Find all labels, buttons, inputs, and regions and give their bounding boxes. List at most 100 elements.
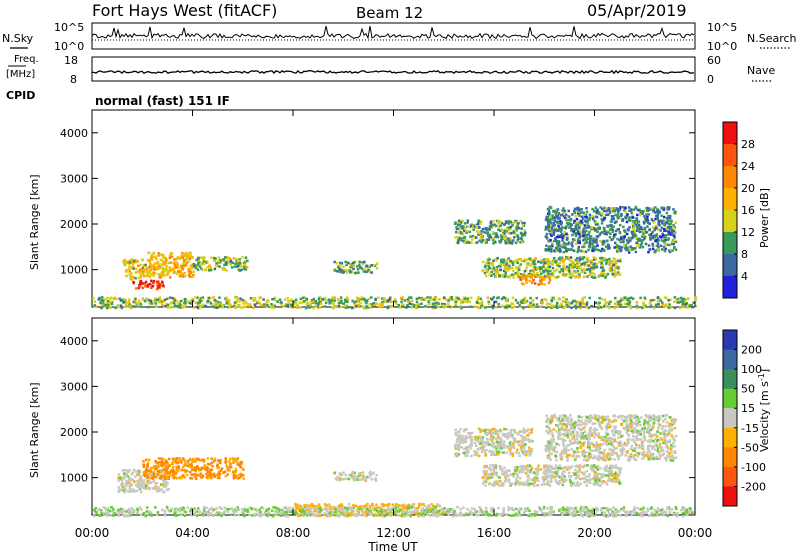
data-cell [558,261,562,265]
data-cell [157,286,160,289]
data-cell [639,211,642,214]
data-cell [648,435,652,439]
data-cell [346,477,349,480]
data-cell [554,276,557,279]
data-cell [594,257,598,261]
data-cell [559,434,562,437]
data-cell [344,306,348,309]
data-cell [483,265,487,269]
data-cell [607,472,611,475]
data-cell [288,299,292,303]
data-cell [243,267,246,270]
data-cell [619,223,622,227]
data-cell [562,266,565,269]
data-cell [339,263,342,267]
data-cell [238,261,242,265]
data-cell [463,226,467,230]
data-cell [151,487,155,490]
data-cell [610,266,613,269]
data-cell [501,304,504,308]
data-cell [659,299,663,302]
data-cell [643,235,646,238]
data-cell [117,473,121,476]
data-cell [136,470,140,474]
data-cell [626,451,629,455]
data-cell [544,447,547,451]
data-cell [610,207,614,211]
data-cell [381,297,384,300]
data-cell [613,473,617,476]
data-cell [571,238,575,241]
data-cell [486,477,489,481]
data-cell [258,302,261,305]
data-cell [344,268,347,272]
data-cell [569,423,572,426]
data-cell [128,490,131,493]
data-cell [576,450,580,454]
data-cell [507,220,510,224]
data-cell [511,224,514,227]
data-cell [128,261,132,264]
data-cell [554,470,557,474]
data-cell [100,305,104,309]
data-cell [384,299,387,303]
data-cell [148,472,151,476]
data-cell [546,302,550,305]
data-cell [216,463,219,467]
data-cell [500,236,503,239]
data-cell [548,464,551,468]
data-cell [141,297,144,301]
data-cell [518,264,521,268]
data-cell [589,235,593,238]
data-cell [360,296,364,299]
data-cell [616,304,619,308]
data-cell [140,478,143,482]
data-cell [628,297,631,300]
data-cell [527,439,530,442]
data-cell [519,232,523,235]
data-cell [585,301,589,304]
data-cell [537,479,540,482]
data-cell [616,466,619,470]
data-cell [622,443,625,446]
data-cell [599,256,602,260]
data-cell [540,266,544,270]
data-cell [636,237,639,240]
data-cell [203,262,206,265]
data-cell [390,305,393,308]
data-cell [152,479,156,483]
data-cell [624,230,627,234]
data-cell [146,473,150,476]
data-cell [584,419,588,423]
data-cell [539,261,543,264]
data-cell [174,472,178,475]
data-cell [550,218,554,221]
data-cell [511,296,515,299]
data-cell [505,221,508,224]
data-cell [398,306,402,309]
data-cell [209,300,212,304]
data-cell [494,240,497,244]
data-cell [519,273,523,276]
data-cell [185,473,189,477]
data-cell [512,440,516,443]
data-cell [506,231,510,235]
data-cell [183,261,187,265]
data-cell [549,440,553,443]
data-cell [519,300,523,304]
data-cell [655,210,659,213]
data-cell [465,300,469,304]
data-cell [167,261,170,265]
data-cell [580,220,583,223]
data-cell [648,248,652,252]
data-cell [596,227,599,230]
data-cell [200,298,204,301]
data-cell [125,301,128,305]
data-cell [611,230,615,233]
data-cell [226,298,230,302]
freq-tick-bottom: 8 [70,73,77,86]
data-cell [541,301,544,305]
data-cell [651,427,654,430]
data-cell [561,243,564,247]
data-cell [462,300,466,304]
